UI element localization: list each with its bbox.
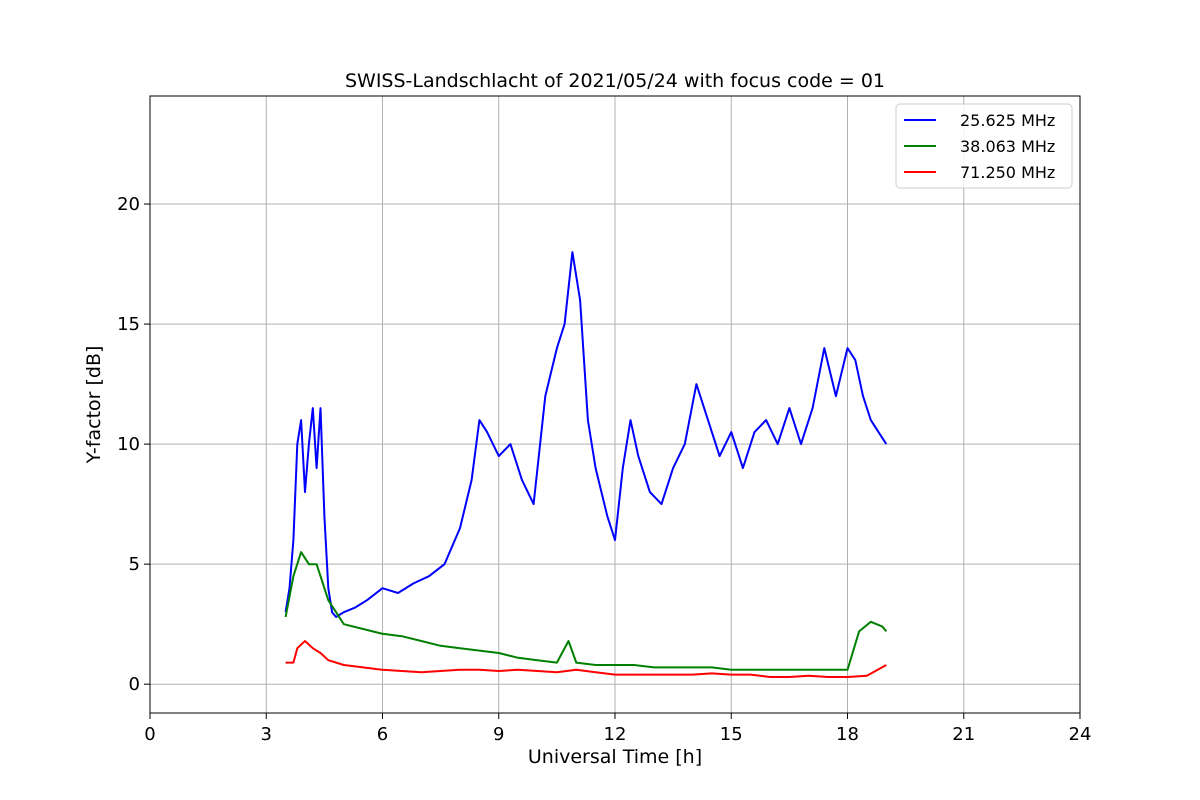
y-tick-label: 5 [129,554,140,575]
grid [149,96,1081,713]
x-tick-label: 0 [144,724,155,745]
legend-entry: 38.063 MHz [960,137,1055,156]
legend: 25.625 MHz 38.063 MHz 71.250 MHz [895,103,1073,189]
x-tick-label: 12 [604,724,627,745]
x-tick-label: 9 [493,724,504,745]
x-axis-label: Universal Time [h] [528,746,702,768]
series-line-1 [284,251,888,618]
x-tick-label: 18 [836,724,859,745]
y-tick-label: 20 [117,194,140,215]
legend-box [895,103,1073,189]
legend-entry: 71.250 MHz [960,163,1055,182]
y-axis-label: Y-factor [dB] [83,346,105,465]
y-tick-label: 15 [117,314,140,335]
y-tick-label: 10 [117,434,140,455]
legend-entry: 25.625 MHz [960,111,1055,130]
series-line-2 [284,551,888,671]
x-tick-label: 3 [261,724,272,745]
y-tick-label: 0 [129,674,140,695]
series-layer [284,251,888,678]
x-tick-label: 21 [952,724,975,745]
chart-title: SWISS-Landschlacht of 2021/05/24 with fo… [345,70,885,92]
ticks: 0 3 6 9 12 15 18 21 24 0 5 10 15 20 [117,194,1091,745]
x-tick-label: 6 [377,724,388,745]
series-line-3 [285,640,887,678]
x-tick-label: 15 [720,724,743,745]
x-tick-label: 24 [1069,724,1092,745]
